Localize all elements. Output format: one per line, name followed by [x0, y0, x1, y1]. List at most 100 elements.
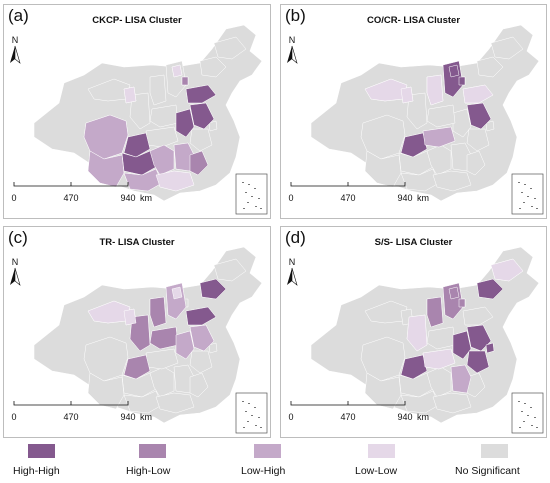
province-beijing-low-low: [171, 286, 183, 300]
province-shanxi-low-low: [426, 74, 444, 106]
province-yunnan: [87, 372, 125, 410]
province-chongqing-high-high: [400, 132, 428, 158]
scale-tick-label: 940: [397, 412, 412, 422]
scale-tick-label: 0: [11, 412, 16, 422]
province-hubei-low-high: [422, 126, 456, 148]
province-jilin: [213, 258, 247, 282]
province-beijing-high-low: [448, 286, 460, 300]
scale-bar: 0 470 940 km: [288, 401, 429, 422]
province-jiangsu-high-high: [189, 102, 215, 130]
scale-unit-label: km: [140, 193, 152, 203]
north-arrow-icon: N: [10, 257, 21, 286]
province-ningxia-low-low: [400, 86, 414, 104]
province-sichuan-low-high: [83, 114, 129, 160]
panel-letter: (c): [8, 228, 28, 247]
legend-swatch-high-low: [139, 444, 166, 458]
legend-label: Low-High: [241, 465, 286, 477]
province-hunan-low-high: [149, 144, 175, 176]
province-zhejiang: [466, 128, 490, 152]
province-shaanxi: [129, 92, 151, 130]
province-fujian-high-low: [189, 150, 209, 176]
scale-tick-label: 0: [11, 193, 16, 203]
province-chongqing-high-low: [123, 354, 151, 380]
legend-swatch-low-low: [368, 444, 395, 458]
province-guangdong: [432, 170, 472, 192]
province-jiangsu-low-high: [189, 324, 215, 352]
legend-swatch-high-high: [28, 444, 55, 458]
legend-swatch-low-high: [254, 444, 281, 458]
scale-bar: 0 470 940 km: [288, 182, 429, 203]
province-yunnan: [364, 372, 402, 410]
province-shanghai: [485, 120, 495, 132]
scale-bar: 0 470 940 km: [11, 401, 152, 422]
province-jilin: [490, 36, 524, 60]
scale-tick-label: 470: [63, 193, 78, 203]
north-label: N: [289, 257, 296, 267]
map-panel-a: N 0 470 940 km (a) CKCP- LISA Cluster: [3, 4, 271, 219]
map-panel-b: N 0 470 940 km (b) CO/CR- LISA Cluster: [280, 4, 547, 219]
panel-letter: (a): [8, 6, 29, 25]
province-shanghai: [208, 342, 218, 354]
province-henan: [149, 104, 179, 128]
province-shaanxi: [406, 92, 428, 130]
province-jiangsu-high-high: [466, 102, 492, 130]
province-liaoning-high-high: [476, 278, 504, 300]
province-jiangxi-low-high: [450, 364, 472, 394]
scale-tick-label: 470: [63, 412, 78, 422]
panel-title: S/S- LISA Cluster: [374, 237, 453, 248]
province-beijing-low-low: [171, 64, 183, 78]
province-shaanxi-low-low: [406, 314, 428, 352]
map-panel-d: N 0 470 940 km (d) S/S- LISA Cluster: [280, 226, 547, 438]
province-shandong-high-high: [185, 84, 217, 104]
south-china-sea-inset: [511, 392, 544, 434]
china-map: N 0 470 940 km: [10, 24, 268, 215]
province-shaanxi-high-low: [129, 314, 151, 352]
province-yunnan-low-high: [87, 150, 125, 188]
panel-title: CO/CR- LISA Cluster: [366, 15, 461, 26]
province-anhui-high-high: [175, 108, 195, 138]
north-arrow-icon: N: [287, 257, 298, 286]
province-ningxia-low-low: [123, 86, 137, 104]
province-fujian: [189, 372, 209, 398]
province-guangdong: [155, 392, 195, 414]
scale-bar: 0 470 940 km: [11, 182, 152, 203]
south-china-sea-inset: [235, 173, 268, 215]
map-panel-c: N 0 470 940 km (c) TR- LISA Cluster: [3, 226, 271, 438]
north-arrow-icon: N: [10, 35, 21, 64]
scale-unit-label: km: [417, 193, 429, 203]
province-zhejiang-high-high: [466, 350, 490, 374]
north-label: N: [12, 257, 19, 267]
south-china-sea-inset: [235, 392, 268, 434]
province-tianjin-high-low: [458, 298, 466, 308]
province-henan-high-low: [149, 326, 179, 350]
province-shanghai: [208, 120, 218, 132]
china-map: N 0 470 940 km: [287, 246, 544, 434]
legend-label: High-High: [13, 465, 60, 477]
province-hubei-low-low: [422, 348, 456, 370]
province-tianjin-high-low: [181, 76, 189, 86]
province-shandong: [462, 306, 494, 326]
province-yunnan: [364, 150, 402, 188]
panel-title: TR- LISA Cluster: [99, 237, 175, 248]
province-fujian: [466, 150, 486, 176]
province-jilin-low-low: [490, 258, 524, 282]
province-chongqing-high-high: [123, 132, 151, 158]
province-shanghai-high-high: [485, 342, 495, 354]
north-label: N: [289, 35, 296, 45]
province-anhui-low-high: [175, 330, 195, 360]
panel-letter: (b): [285, 6, 306, 25]
province-zhejiang: [189, 350, 213, 374]
province-shanxi-high-low: [426, 296, 444, 328]
scale-tick-label: 940: [397, 193, 412, 203]
province-jilin: [213, 36, 247, 60]
scale-unit-label: km: [140, 412, 152, 422]
scale-tick-label: 470: [340, 193, 355, 203]
province-ningxia-low-low: [123, 308, 137, 326]
province-liaoning: [476, 56, 504, 78]
legend-swatch-no-significant: [481, 444, 508, 458]
province-shanxi-high-low: [149, 296, 167, 328]
province-henan: [426, 104, 456, 128]
province-zhejiang: [189, 128, 213, 152]
province-beijing-high-high: [448, 64, 460, 78]
legend-label: No Significant: [455, 465, 520, 477]
